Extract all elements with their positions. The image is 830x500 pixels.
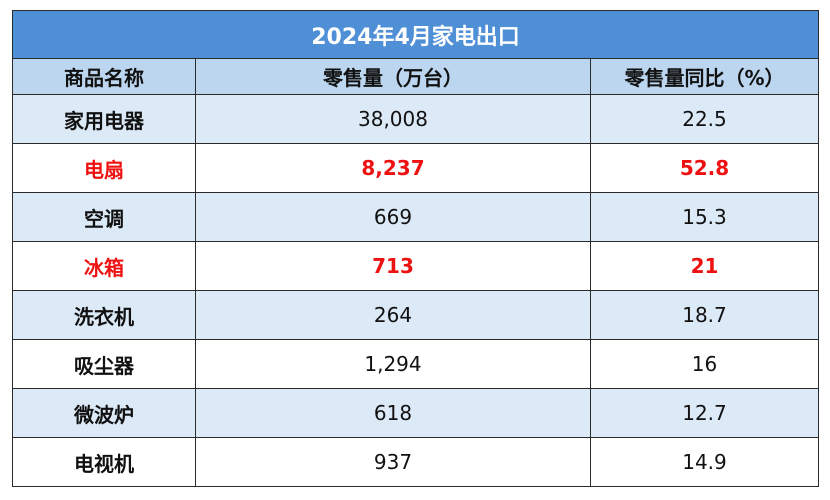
table-row: 洗衣机 264 18.7 bbox=[12, 290, 820, 340]
table-row: 吸尘器 1,294 16 bbox=[12, 339, 820, 389]
column-header: 零售量同比（%） bbox=[589, 58, 820, 95]
value-cell: 22.5 bbox=[589, 94, 820, 144]
value-cell: 52.8 bbox=[589, 143, 820, 193]
value-cell: 669 bbox=[195, 192, 591, 242]
value-cell: 618 bbox=[195, 388, 591, 438]
product-cell: 电扇 bbox=[12, 143, 196, 193]
table-row: 微波炉 618 12.7 bbox=[12, 388, 820, 438]
product-cell: 家用电器 bbox=[12, 94, 196, 144]
product-cell: 冰箱 bbox=[12, 241, 196, 291]
value-cell: 18.7 bbox=[589, 290, 820, 340]
table-row: 电扇 8,237 52.8 bbox=[12, 143, 820, 193]
table-title: 2024年4月家电出口 bbox=[11, 10, 820, 59]
table-row: 空调 669 15.3 bbox=[12, 192, 820, 242]
column-header: 商品名称 bbox=[12, 58, 196, 95]
product-cell: 电视机 bbox=[12, 437, 196, 487]
header-row: 商品名称 零售量（万台） 零售量同比（%） bbox=[12, 58, 820, 95]
table-container: 2024年4月家电出口 商品名称 零售量（万台） 零售量同比（%） 家用电器 38,0… bbox=[11, 10, 820, 487]
product-cell: 吸尘器 bbox=[12, 339, 196, 389]
column-header: 零售量（万台） bbox=[195, 58, 591, 95]
table-row: 电视机 937 14.9 bbox=[12, 437, 820, 487]
value-cell: 1,294 bbox=[195, 339, 591, 389]
product-cell: 空调 bbox=[12, 192, 196, 242]
value-cell: 713 bbox=[195, 241, 591, 291]
value-cell: 38,008 bbox=[195, 94, 591, 144]
product-cell: 微波炉 bbox=[12, 388, 196, 438]
table-row: 家用电器 38,008 22.5 bbox=[12, 94, 820, 144]
product-cell: 洗衣机 bbox=[12, 290, 196, 340]
value-cell: 264 bbox=[195, 290, 591, 340]
table-body: 家用电器 38,008 22.5 电扇 8,237 52.8 空调 669 15.3 冰箱 713 2… bbox=[12, 94, 820, 487]
value-cell: 16 bbox=[589, 339, 820, 389]
value-cell: 14.9 bbox=[589, 437, 820, 487]
value-cell: 21 bbox=[589, 241, 820, 291]
value-cell: 8,237 bbox=[195, 143, 591, 193]
value-cell: 12.7 bbox=[589, 388, 820, 438]
value-cell: 937 bbox=[195, 437, 591, 487]
data-table: 2024年4月家电出口 商品名称 零售量（万台） 零售量同比（%） 家用电器 38,0… bbox=[11, 10, 820, 487]
value-cell: 15.3 bbox=[589, 192, 820, 242]
table-row: 冰箱 713 21 bbox=[12, 241, 820, 291]
